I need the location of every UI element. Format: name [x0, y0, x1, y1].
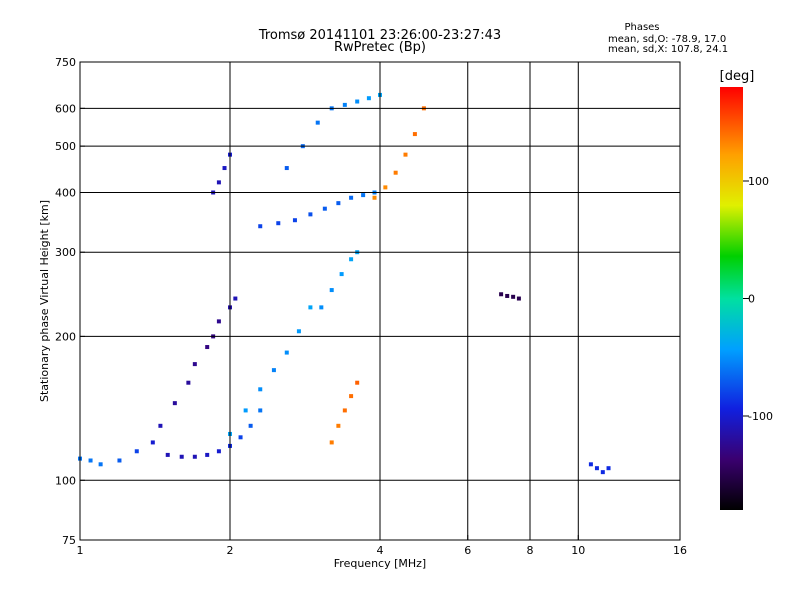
y-tick-label: 75 [62, 534, 76, 547]
data-point [216, 319, 221, 324]
data-point [258, 224, 263, 229]
y-tick-labels: 75 100 200 300 400 500 600 750 [55, 56, 85, 547]
data-point [192, 454, 197, 459]
legend-line-x: mean, sd,X: 107.8, 24.1 [608, 44, 728, 55]
y-axis-label: Stationary phase Virtual Height [km] [38, 200, 51, 402]
data-point [315, 120, 320, 125]
legend-line-o: mean, sd,O: -78.9, 17.0 [608, 34, 726, 45]
data-point [258, 387, 263, 392]
data-point [355, 380, 360, 385]
data-point [243, 408, 248, 413]
x-tick-label: 4 [377, 544, 384, 557]
data-point [329, 288, 334, 293]
data-point [88, 458, 93, 463]
data-point [165, 452, 170, 457]
x-axis-label: Frequency [MHz] [334, 557, 426, 570]
data-point [205, 452, 210, 457]
data-point [150, 440, 155, 445]
data-point [600, 470, 605, 475]
y-tick-label: 300 [55, 246, 76, 259]
chart-subtitle: RwPretec (Bp) [334, 40, 426, 55]
y-tick-label: 600 [55, 102, 76, 115]
data-point [192, 362, 197, 367]
data-point [186, 380, 191, 385]
data-point [372, 195, 377, 200]
data-point [233, 296, 238, 301]
chart-title: Tromsø 20141101 23:26:00-23:27:43 [258, 28, 501, 43]
data-point [516, 296, 521, 301]
grid-layer [80, 62, 680, 540]
data-point [284, 350, 289, 355]
data-point [216, 180, 221, 185]
data-point [403, 152, 408, 157]
data-point [412, 132, 417, 137]
data-point [594, 466, 599, 471]
y-tick-label: 200 [55, 330, 76, 343]
x-tick-label: 8 [527, 544, 534, 557]
data-point [393, 170, 398, 175]
x-tick-label: 2 [227, 544, 234, 557]
data-point [588, 462, 593, 467]
data-point [339, 272, 344, 277]
data-point [308, 212, 313, 217]
data-point [205, 345, 210, 350]
data-point [284, 166, 289, 171]
data-point [342, 102, 347, 107]
x-tick-label: 1 [77, 544, 84, 557]
x-tick-label: 10 [571, 544, 585, 557]
data-point [361, 193, 366, 198]
y-tick-label: 400 [55, 186, 76, 199]
data-point [98, 462, 103, 467]
data-point [366, 96, 371, 101]
data-point [134, 449, 139, 454]
data-point [179, 454, 184, 459]
colorbar-tick-label: -100 [748, 410, 773, 423]
y-tick-label: 500 [55, 140, 76, 153]
legend-title: Phases [624, 22, 659, 33]
data-point [342, 408, 347, 413]
colorbar-tick-label: 100 [748, 175, 769, 188]
data-point [308, 305, 313, 310]
data-point [238, 435, 243, 440]
data-point [296, 329, 301, 334]
data-point [319, 305, 324, 310]
x-tick-label: 16 [673, 544, 687, 557]
data-point [355, 99, 360, 104]
data-point [349, 257, 354, 262]
data-point [117, 458, 122, 463]
data-point [292, 218, 297, 223]
data-point [336, 423, 341, 428]
data-point [248, 423, 253, 428]
data-point [322, 206, 327, 211]
data-point [349, 394, 354, 399]
colorbar-ticks: 100 0 -100 [743, 175, 773, 423]
data-point [383, 185, 388, 190]
data-point [336, 201, 341, 206]
x-tick-label: 6 [464, 544, 471, 557]
data-point [172, 401, 177, 406]
data-point [329, 440, 334, 445]
data-point [349, 195, 354, 200]
data-point [271, 368, 276, 373]
data-point [505, 293, 510, 298]
y-tick-label: 750 [55, 56, 76, 69]
data-point [222, 166, 227, 171]
colorbar-label: [deg] [720, 69, 755, 84]
data-points-layer [78, 92, 611, 475]
data-point [258, 408, 263, 413]
x-tick-labels: 1 2 4 6 8 10 16 [77, 535, 687, 557]
data-point [158, 423, 163, 428]
colorbar-tick-label: 0 [748, 293, 755, 306]
data-point [216, 449, 221, 454]
data-point [499, 292, 504, 297]
colorbar [720, 87, 743, 510]
data-point [276, 221, 281, 226]
data-point [606, 466, 611, 471]
data-point [511, 294, 516, 299]
y-tick-label: 100 [55, 474, 76, 487]
